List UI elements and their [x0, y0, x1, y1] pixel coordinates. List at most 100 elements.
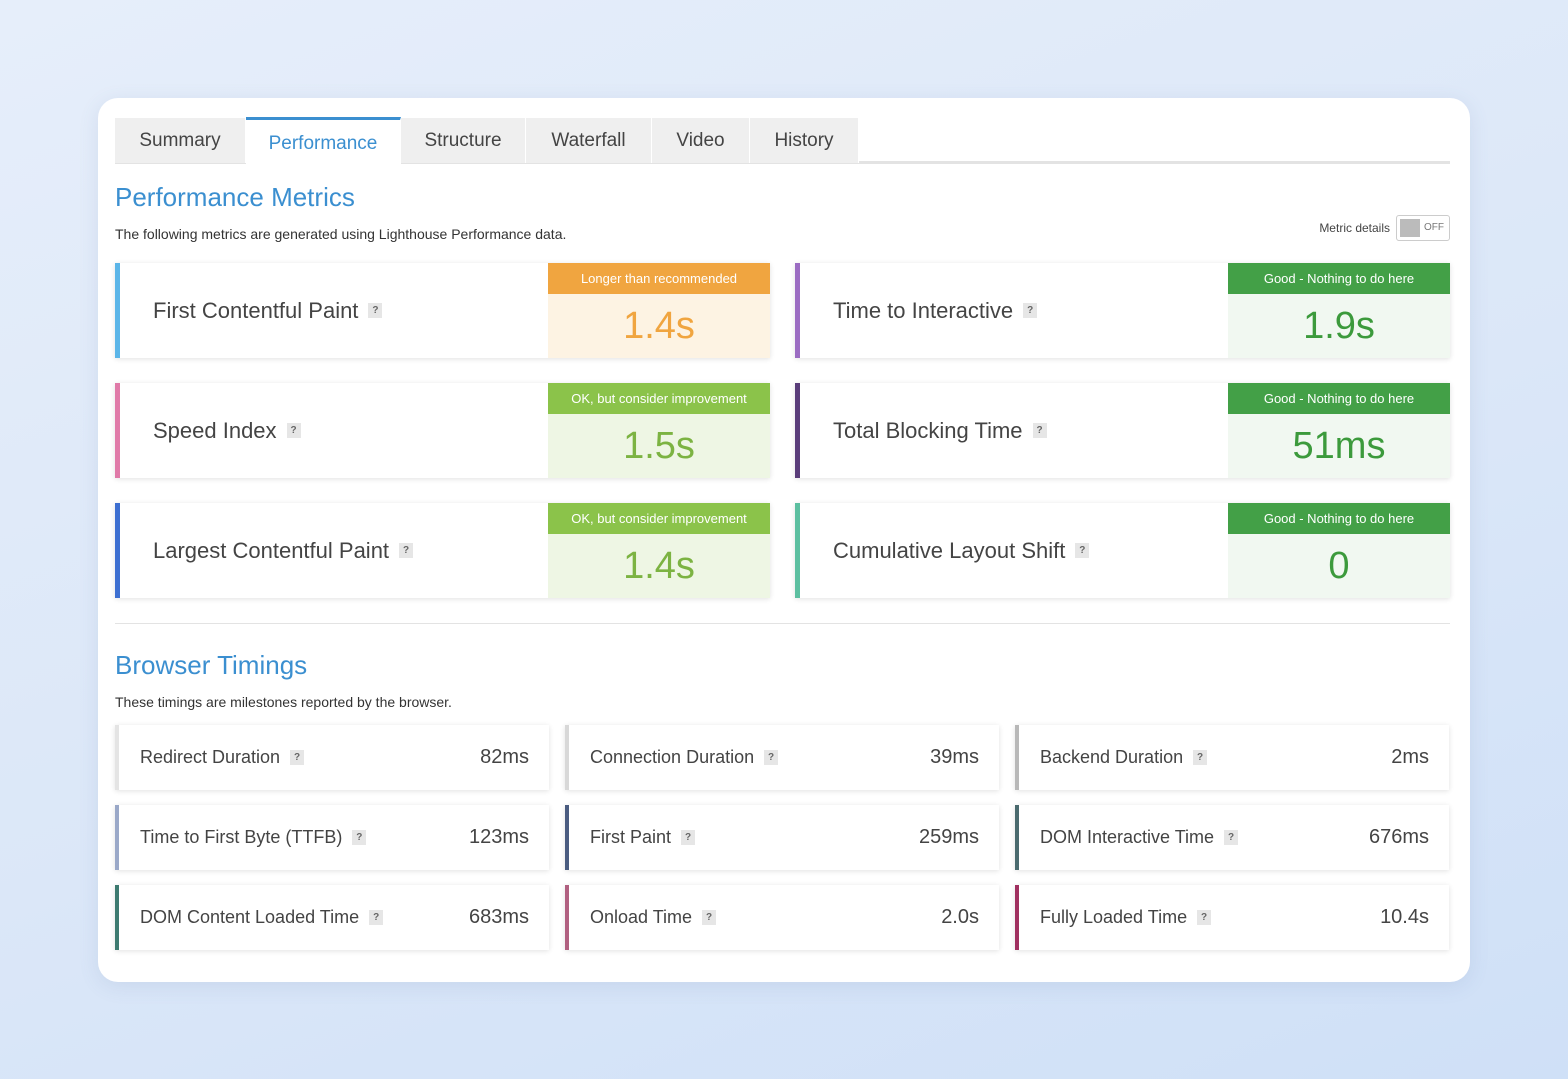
metric-status: OK, but consider improvement 1.4s — [548, 503, 770, 598]
help-icon[interactable]: ? — [1197, 910, 1212, 925]
metric-value: 51ms — [1292, 424, 1386, 467]
timing-label-row: Fully Loaded Time? — [1040, 885, 1212, 950]
metric-card: Cumulative Layout Shift? Good - Nothing t… — [795, 503, 1450, 598]
timing-value: 683ms — [468, 906, 529, 928]
timing-label-row: DOM Content Loaded Time? — [140, 885, 384, 950]
help-icon[interactable]: ? — [681, 830, 696, 845]
timing-label-row: Connection Duration? — [590, 725, 779, 790]
timing-card: Connection Duration? 39ms — [565, 725, 999, 790]
metric-label: Speed Index — [153, 417, 277, 443]
timing-label: Fully Loaded Time — [1040, 907, 1188, 927]
metric-status: Good - Nothing to do here 51ms — [1228, 383, 1450, 478]
metric-value: 1.4s — [623, 304, 695, 347]
help-icon[interactable]: ? — [1193, 750, 1208, 765]
help-icon[interactable]: ? — [1032, 423, 1047, 438]
timing-label: Backend Duration — [1040, 747, 1184, 767]
help-icon[interactable]: ? — [764, 750, 779, 765]
metric-label-row: Cumulative Layout Shift? — [833, 503, 1090, 598]
timing-card: Time to First Byte (TTFB)? 123ms — [115, 805, 549, 870]
timing-card: Onload Time? 2.0s — [565, 885, 999, 950]
help-icon[interactable]: ? — [702, 910, 717, 925]
timing-card: Fully Loaded Time? 10.4s — [1015, 885, 1449, 950]
metric-label-row: Total Blocking Time? — [833, 383, 1047, 478]
metric-details-toggle: Metric details OFF — [1319, 215, 1450, 241]
timing-value: 39ms — [930, 746, 979, 768]
section-description: These timings are milestones reported by… — [115, 694, 452, 710]
timing-label: Redirect Duration — [140, 747, 281, 767]
divider — [115, 623, 1450, 624]
timing-card: First Paint? 259ms — [565, 805, 999, 870]
timing-label-row: DOM Interactive Time? — [1040, 805, 1239, 870]
metric-card: Total Blocking Time? Good - Nothing to do… — [795, 383, 1450, 478]
metric-status: Good - Nothing to do here 0 — [1228, 503, 1450, 598]
tab[interactable]: History — [750, 118, 859, 163]
timing-value: 259ms — [918, 826, 979, 848]
timing-card: Redirect Duration? 82ms — [115, 725, 549, 790]
status-text: OK, but consider improvement — [548, 383, 770, 414]
metric-label-row: Largest Contentful Paint? — [153, 503, 414, 598]
tab[interactable]: Structure — [401, 118, 526, 163]
metric-card: Largest Contentful Paint? OK, but conside… — [115, 503, 770, 598]
metric-status: Longer than recommended 1.4s — [548, 263, 770, 358]
metric-status: Good - Nothing to do here 1.9s — [1228, 263, 1450, 358]
help-icon[interactable]: ? — [1023, 303, 1038, 318]
help-icon[interactable]: ? — [290, 750, 305, 765]
report-card: Performance Metrics The following metric… — [98, 98, 1470, 982]
timing-value: 82ms — [480, 746, 529, 768]
metric-status: OK, but consider improvement 1.5s — [548, 383, 770, 478]
timing-label-row: Redirect Duration? — [140, 725, 305, 790]
metric-card: Time to Interactive? Good - Nothing to do… — [795, 263, 1450, 358]
timing-label: DOM Content Loaded Time — [140, 907, 360, 927]
metric-label: Time to Interactive — [833, 297, 1014, 323]
help-icon[interactable]: ? — [352, 830, 367, 845]
help-icon[interactable]: ? — [368, 303, 383, 318]
tab[interactable]: Summary — [115, 118, 246, 163]
timing-value: 10.4s — [1380, 906, 1429, 928]
help-icon[interactable]: ? — [1075, 543, 1090, 558]
tab[interactable]: Waterfall — [526, 118, 652, 163]
metric-value: 1.4s — [623, 544, 695, 587]
tab[interactable]: Performance — [246, 117, 401, 167]
timing-label-row: Time to First Byte (TTFB)? — [140, 805, 367, 870]
toggle-state: OFF — [1424, 222, 1444, 233]
section-title: Browser Timings — [115, 650, 308, 680]
status-text: Good - Nothing to do here — [1228, 383, 1450, 414]
help-icon[interactable]: ? — [369, 910, 384, 925]
status-text: Good - Nothing to do here — [1228, 263, 1450, 294]
timing-label-row: First Paint? — [590, 805, 696, 870]
timing-label-row: Onload Time? — [590, 885, 717, 950]
status-text: Longer than recommended — [548, 263, 770, 294]
section-description: The following metrics are generated usin… — [115, 226, 567, 242]
timing-card: DOM Content Loaded Time? 683ms — [115, 885, 549, 950]
timing-card: DOM Interactive Time? 676ms — [1015, 805, 1449, 870]
metric-label: Total Blocking Time — [833, 417, 1023, 443]
metric-value: 0 — [1328, 544, 1350, 587]
timing-value: 123ms — [468, 826, 529, 848]
timing-value: 676ms — [1368, 826, 1429, 848]
metric-label: First Contentful Paint — [153, 297, 359, 323]
timing-label-row: Backend Duration? — [1040, 725, 1208, 790]
metric-label-row: Time to Interactive? — [833, 263, 1038, 358]
metric-value: 1.9s — [1303, 304, 1375, 347]
help-icon[interactable]: ? — [286, 423, 301, 438]
help-icon[interactable]: ? — [399, 543, 414, 558]
metric-label: Cumulative Layout Shift — [833, 537, 1066, 563]
timing-label: Onload Time — [590, 907, 693, 927]
status-text: OK, but consider improvement — [548, 503, 770, 534]
metric-card: First Contentful Paint? Longer than recom… — [115, 263, 770, 358]
toggle-knob — [1400, 219, 1420, 237]
help-icon[interactable]: ? — [1224, 830, 1239, 845]
section-title: Performance Metrics — [115, 182, 355, 212]
metric-label: Largest Contentful Paint — [153, 537, 390, 563]
timing-label: Connection Duration — [590, 747, 755, 767]
toggle-switch[interactable]: OFF — [1396, 215, 1450, 241]
metric-label-row: First Contentful Paint? — [153, 263, 383, 358]
toggle-label: Metric details — [1319, 221, 1390, 235]
tab[interactable]: Video — [652, 118, 750, 163]
timing-label: First Paint — [590, 827, 672, 847]
status-text: Good - Nothing to do here — [1228, 503, 1450, 534]
timing-label: DOM Interactive Time — [1040, 827, 1215, 847]
metric-value: 1.5s — [623, 424, 695, 467]
